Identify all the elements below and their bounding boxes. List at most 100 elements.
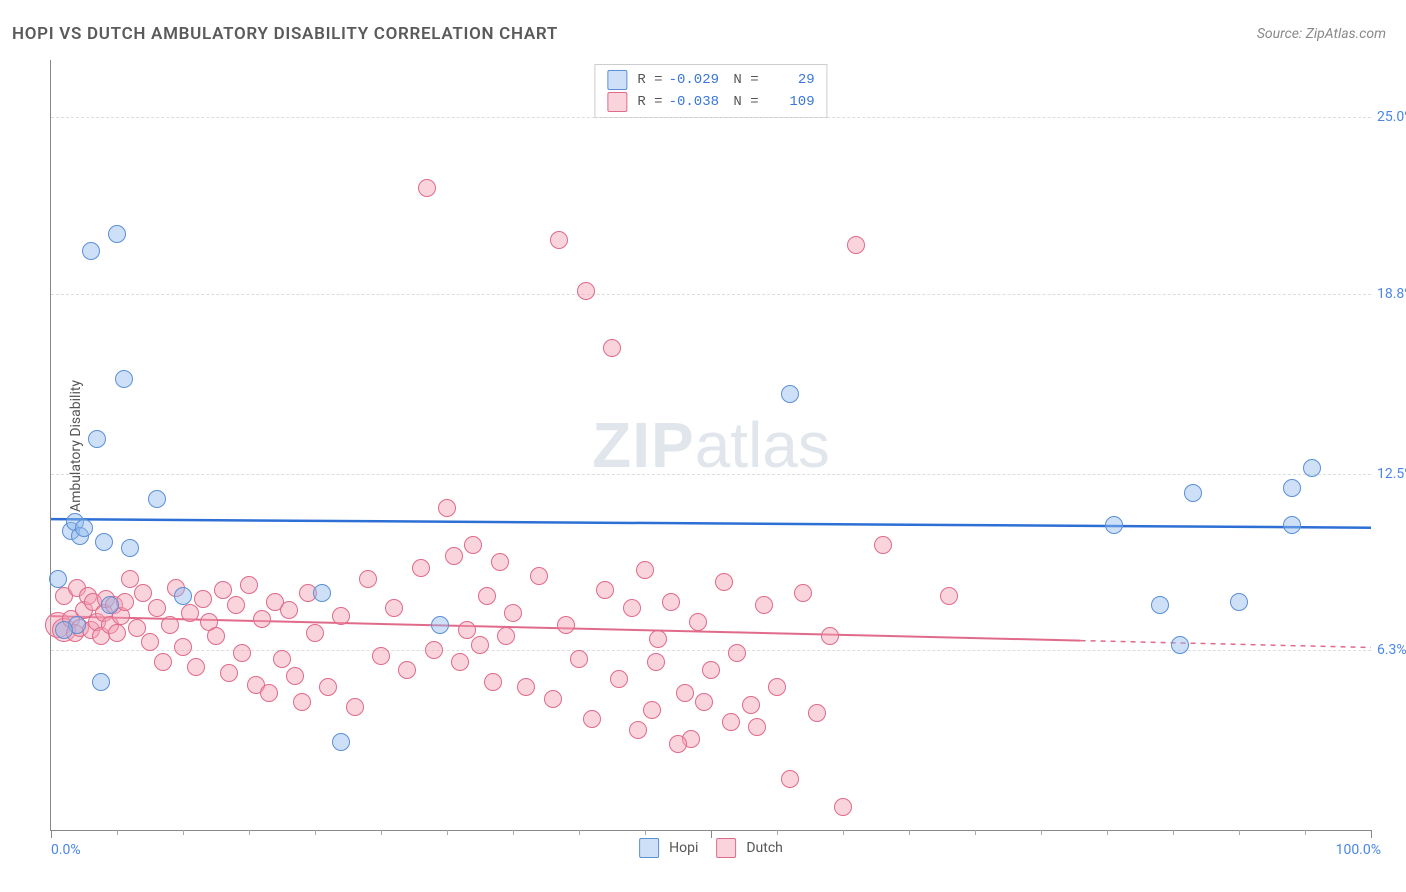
dutch-point (647, 653, 665, 671)
dutch-point (491, 553, 509, 571)
hopi-point (101, 596, 119, 614)
dutch-n-value: 109 (765, 94, 815, 110)
x-tick-minor (1305, 830, 1306, 835)
hopi-point (88, 430, 106, 448)
legend-item-hopi: Hopi (639, 838, 698, 858)
dutch-point (194, 590, 212, 608)
dutch-point (478, 587, 496, 605)
dutch-point (233, 644, 251, 662)
dutch-point (808, 704, 826, 722)
legend-item-dutch: Dutch (716, 838, 783, 858)
y-tick-label: 6.3% (1377, 642, 1406, 658)
hopi-series-name: Hopi (669, 840, 698, 856)
dutch-point (471, 636, 489, 654)
dutch-point (174, 638, 192, 656)
dutch-point (141, 633, 159, 651)
hopi-point (1283, 479, 1301, 497)
dutch-point (359, 570, 377, 588)
x-tick-major (1371, 830, 1372, 838)
watermark-zip: ZIP (592, 409, 695, 481)
dutch-point (425, 641, 443, 659)
dutch-point (451, 653, 469, 671)
dutch-point (181, 604, 199, 622)
x-tick-minor (447, 830, 448, 835)
gridline (51, 474, 1371, 475)
dutch-point (748, 718, 766, 736)
dutch-point (220, 664, 238, 682)
hopi-point (781, 385, 799, 403)
dutch-point (306, 624, 324, 642)
chart-title: HOPI VS DUTCH AMBULATORY DISABILITY CORR… (12, 24, 558, 44)
n-label: N = (725, 72, 759, 88)
dutch-point (530, 567, 548, 585)
dutch-point (332, 607, 350, 625)
dutch-point (623, 599, 641, 617)
dutch-point (629, 721, 647, 739)
dutch-point (874, 536, 892, 554)
dutch-point (484, 673, 502, 691)
dutch-point (596, 581, 614, 599)
hopi-point (1151, 596, 1169, 614)
x-tick-major (711, 830, 712, 838)
dutch-point (610, 670, 628, 688)
series-legend: Hopi Dutch (639, 838, 783, 858)
dutch-r-value: -0.038 (669, 94, 719, 110)
hopi-point (82, 242, 100, 260)
y-tick-label: 18.8% (1377, 286, 1406, 302)
dutch-point (722, 713, 740, 731)
source-attribution: Source: ZipAtlas.com (1257, 26, 1386, 42)
dutch-point (445, 547, 463, 565)
dutch-point (728, 644, 746, 662)
dutch-point (227, 596, 245, 614)
dutch-point (319, 678, 337, 696)
dutch-point (207, 627, 225, 645)
y-tick-label: 12.5% (1377, 466, 1406, 482)
dutch-point (834, 798, 852, 816)
dutch-point (649, 630, 667, 648)
dutch-point (781, 770, 799, 788)
hopi-point (1303, 459, 1321, 477)
dutch-point (636, 561, 654, 579)
dutch-point (293, 693, 311, 711)
dutch-point (154, 653, 172, 671)
hopi-point (55, 621, 73, 639)
x-axis-max-label: 100.0% (1336, 842, 1381, 858)
dutch-point (847, 236, 865, 254)
r-label: R = (637, 94, 662, 110)
dutch-point (121, 570, 139, 588)
hopi-point (148, 490, 166, 508)
dutch-point (385, 599, 403, 617)
stats-row-hopi: R = -0.029 N = 29 (607, 69, 814, 91)
hopi-r-value: -0.029 (669, 72, 719, 88)
dutch-point (755, 596, 773, 614)
hopi-point (92, 673, 110, 691)
dutch-point (504, 604, 522, 622)
hopi-n-value: 29 (765, 72, 815, 88)
hopi-swatch-icon (639, 838, 659, 858)
dutch-point (108, 624, 126, 642)
hopi-point (1105, 516, 1123, 534)
plot-area: ZIPatlas R = -0.029 N = 29 R = -0.038 N … (50, 60, 1371, 831)
dutch-point (438, 499, 456, 517)
dutch-point (544, 690, 562, 708)
dutch-point (372, 647, 390, 665)
dutch-point (240, 576, 258, 594)
x-tick-minor (579, 830, 580, 835)
dutch-point (273, 650, 291, 668)
dutch-point (577, 282, 595, 300)
x-tick-major (51, 830, 52, 838)
hopi-point (313, 584, 331, 602)
x-tick-minor (315, 830, 316, 835)
hopi-point (431, 616, 449, 634)
dutch-point (643, 701, 661, 719)
dutch-point (570, 650, 588, 668)
hopi-point (1283, 516, 1301, 534)
dutch-point (702, 661, 720, 679)
dutch-point (695, 693, 713, 711)
dutch-point (742, 696, 760, 714)
hopi-point (95, 533, 113, 551)
dutch-point (253, 610, 271, 628)
x-tick-minor (777, 830, 778, 835)
dutch-point (161, 616, 179, 634)
x-tick-minor (975, 830, 976, 835)
